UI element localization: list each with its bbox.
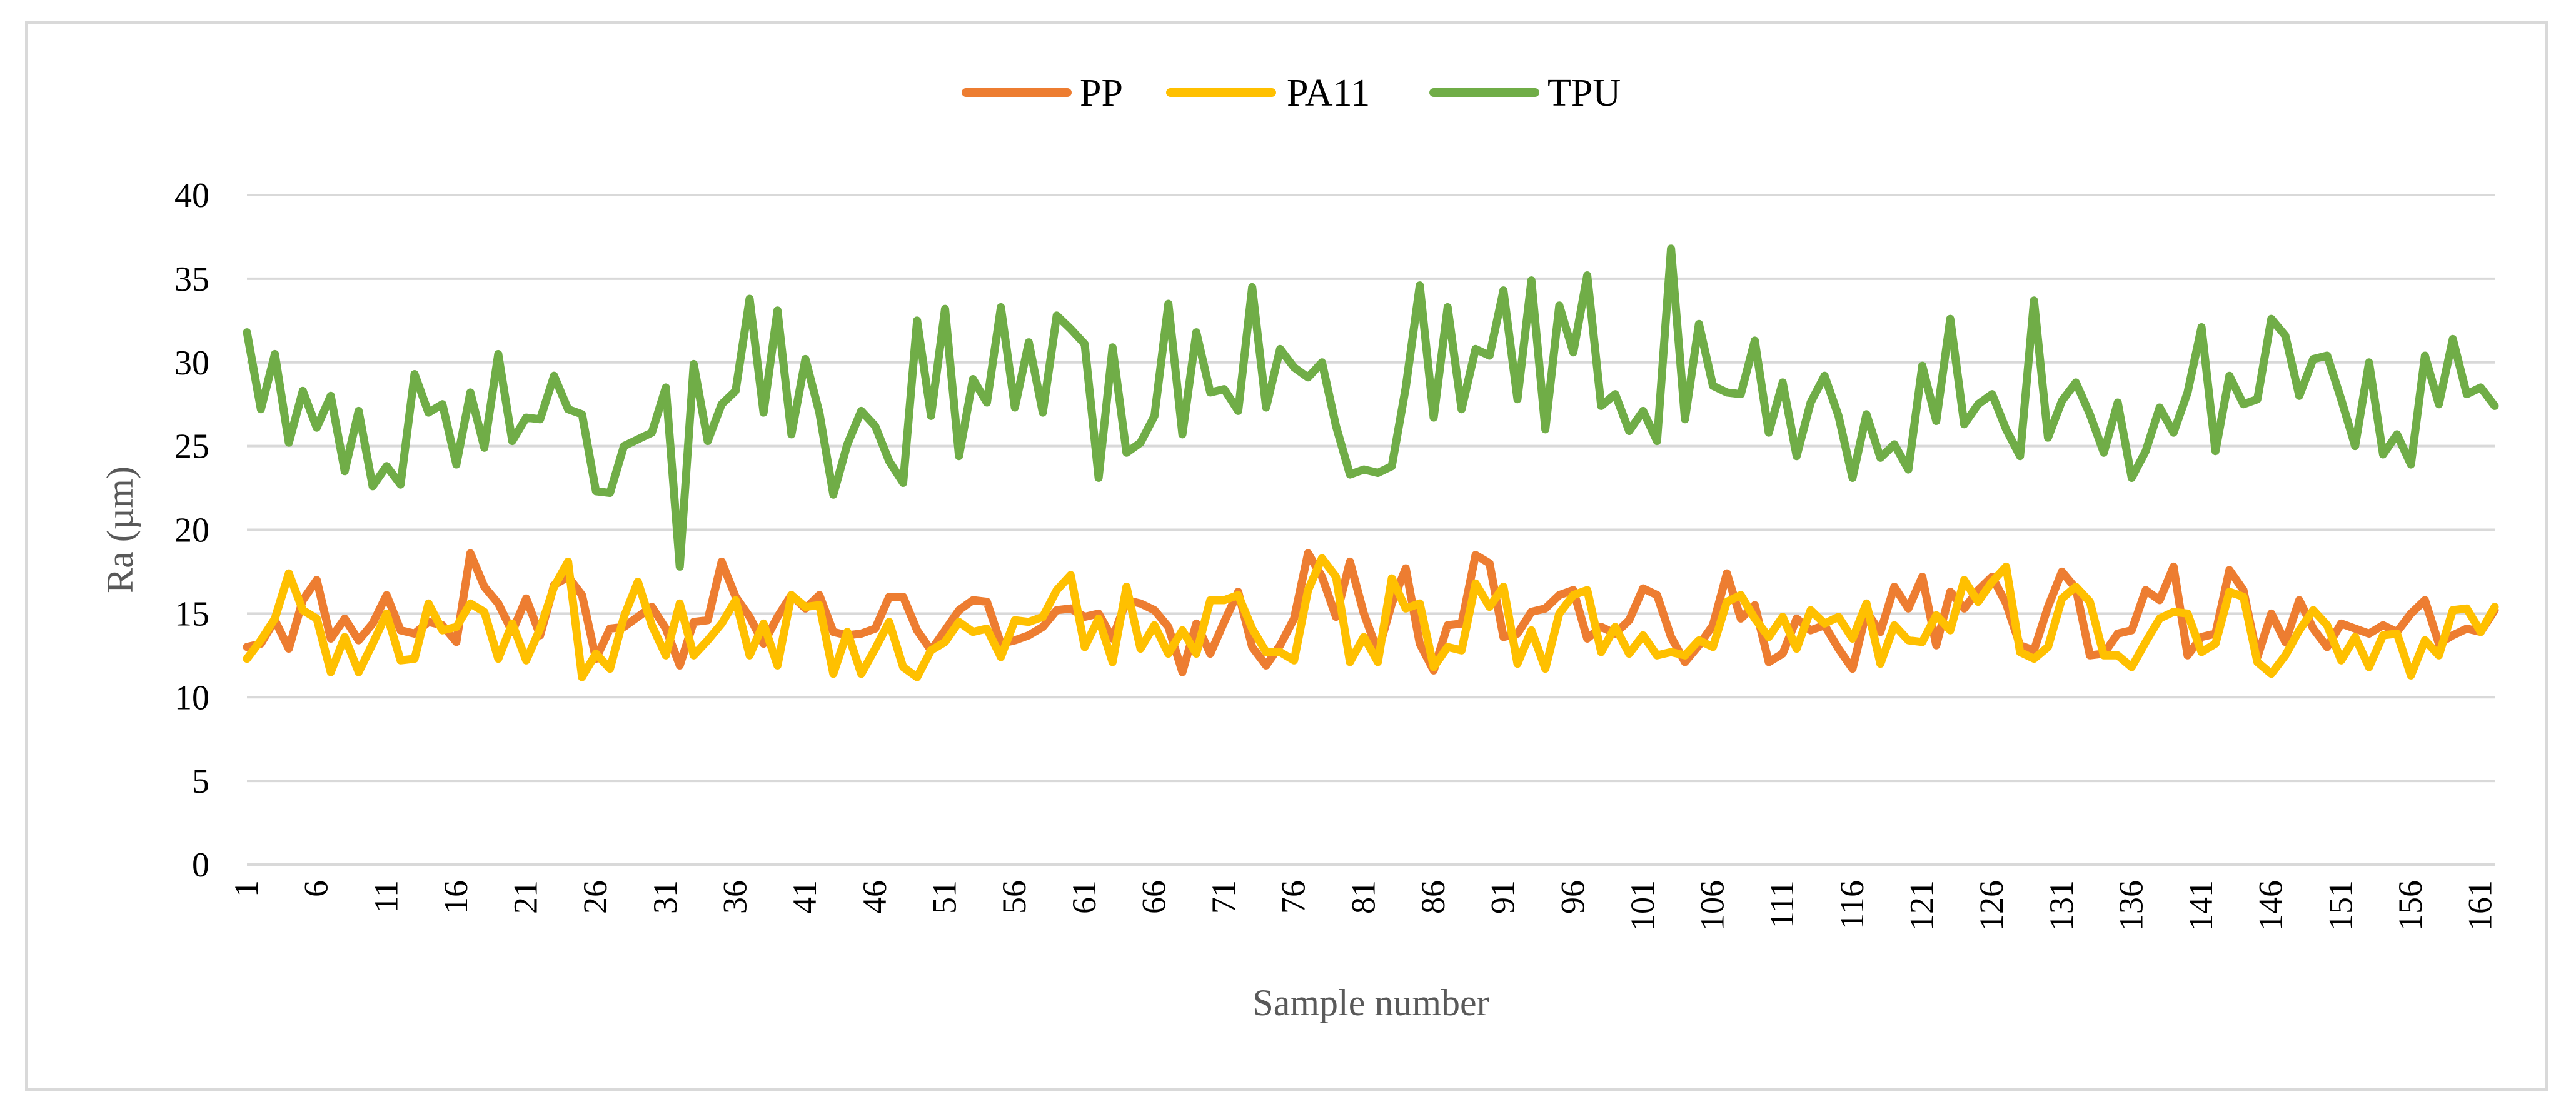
x-tick: 11 <box>367 880 405 913</box>
x-tick: 116 <box>1833 880 1871 930</box>
x-tick-label: 91 <box>1484 880 1522 914</box>
x-tick-label: 121 <box>1903 880 1941 931</box>
y-tick-label: 10 <box>174 678 209 717</box>
legend: PP PA11 TPU <box>962 72 1621 114</box>
x-tick-label: 1 <box>228 880 265 897</box>
x-tick-label: 141 <box>2182 880 2220 931</box>
legend-item-pa11: PA11 <box>1166 72 1370 114</box>
x-tick-label: 116 <box>1833 880 1871 930</box>
x-tick: 41 <box>786 880 823 914</box>
x-tick: 31 <box>647 880 684 914</box>
y-tick-label: 25 <box>174 428 209 466</box>
x-tick: 106 <box>1694 880 1731 931</box>
series-line-tpu <box>243 244 2499 571</box>
y-axis-ticks: 0 5 10 15 20 25 30 35 40 <box>174 176 209 885</box>
y-tick-label: 20 <box>174 511 209 550</box>
x-tick-label: 101 <box>1624 880 1661 931</box>
x-tick-label: 161 <box>2462 880 2499 931</box>
x-tick-label: 96 <box>1554 880 1591 914</box>
x-tick-label: 51 <box>925 880 963 914</box>
x-tick: 141 <box>2182 880 2220 931</box>
x-tick: 51 <box>925 880 963 914</box>
x-tick-label: 61 <box>1065 880 1103 914</box>
x-tick: 126 <box>1973 880 2010 931</box>
legend-item-tpu: TPU <box>1429 72 1621 114</box>
y-tick-label: 35 <box>174 260 209 299</box>
x-tick-label: 126 <box>1973 880 2010 931</box>
y-tick-label: 0 <box>192 846 209 885</box>
y-tick-label: 5 <box>192 762 209 801</box>
x-tick: 161 <box>2462 880 2499 931</box>
legend-label: PP <box>1080 72 1123 114</box>
y-tick-label: 30 <box>174 344 209 383</box>
x-tick: 151 <box>2322 880 2359 931</box>
x-tick-label: 16 <box>437 880 475 914</box>
x-tick: 66 <box>1135 880 1172 914</box>
series-line-pa11 <box>243 554 2499 681</box>
x-tick-label: 71 <box>1205 880 1242 914</box>
x-tick: 1 <box>228 880 265 897</box>
x-tick-label: 6 <box>298 880 335 897</box>
x-tick: 111 <box>1763 880 1801 928</box>
x-tick-label: 26 <box>576 880 614 914</box>
x-tick: 16 <box>437 880 475 914</box>
x-tick-label: 106 <box>1694 880 1731 931</box>
x-tick: 26 <box>576 880 614 914</box>
x-tick-label: 31 <box>647 880 684 914</box>
x-tick-label: 156 <box>2392 880 2429 931</box>
x-tick-label: 76 <box>1275 880 1312 914</box>
x-tick-label: 36 <box>717 880 754 914</box>
y-tick-label: 40 <box>174 176 209 215</box>
x-tick-label: 81 <box>1344 880 1382 914</box>
x-tick-label: 131 <box>2043 880 2080 931</box>
x-tick: 121 <box>1903 880 1941 931</box>
legend-label: TPU <box>1547 72 1621 114</box>
x-tick-label: 21 <box>507 880 545 914</box>
gridlines <box>247 194 2495 866</box>
x-tick: 131 <box>2043 880 2080 931</box>
chart-frame <box>25 21 2548 1091</box>
x-tick-label: 41 <box>786 880 823 914</box>
x-tick-label: 56 <box>995 880 1033 914</box>
x-tick: 46 <box>856 880 893 914</box>
x-tick: 81 <box>1344 880 1382 914</box>
x-tick-label: 66 <box>1135 880 1172 914</box>
x-tick-label: 86 <box>1414 880 1452 914</box>
legend-label: PA11 <box>1287 72 1370 114</box>
x-axis-ticks: 1 6 11 16 21 26 31 36 41 46 51 56 61 66 71 76 81 86 91 96 10… <box>228 880 2499 931</box>
x-tick-label: 11 <box>367 880 405 913</box>
x-axis-title: Sample number <box>1252 982 1489 1023</box>
x-tick-label: 151 <box>2322 880 2359 931</box>
x-tick-label: 111 <box>1763 880 1801 928</box>
x-tick: 86 <box>1414 880 1452 914</box>
x-tick: 91 <box>1484 880 1522 914</box>
x-tick: 56 <box>995 880 1033 914</box>
x-tick: 146 <box>2252 880 2290 931</box>
x-tick: 76 <box>1275 880 1312 914</box>
legend-item-pp: PP <box>962 72 1123 114</box>
x-tick: 21 <box>507 880 545 914</box>
y-tick-label: 15 <box>174 595 209 633</box>
x-tick-label: 136 <box>2112 880 2150 931</box>
x-tick-label: 146 <box>2252 880 2290 931</box>
x-tick: 136 <box>2112 880 2150 931</box>
series-lines <box>243 244 2499 681</box>
x-tick: 71 <box>1205 880 1242 914</box>
x-tick: 61 <box>1065 880 1103 914</box>
x-tick: 6 <box>298 880 335 897</box>
x-tick: 101 <box>1624 880 1661 931</box>
x-tick: 36 <box>717 880 754 914</box>
y-axis-title: Ra (µm) <box>99 466 141 593</box>
x-tick: 96 <box>1554 880 1591 914</box>
x-tick: 156 <box>2392 880 2429 931</box>
x-tick-label: 46 <box>856 880 893 914</box>
